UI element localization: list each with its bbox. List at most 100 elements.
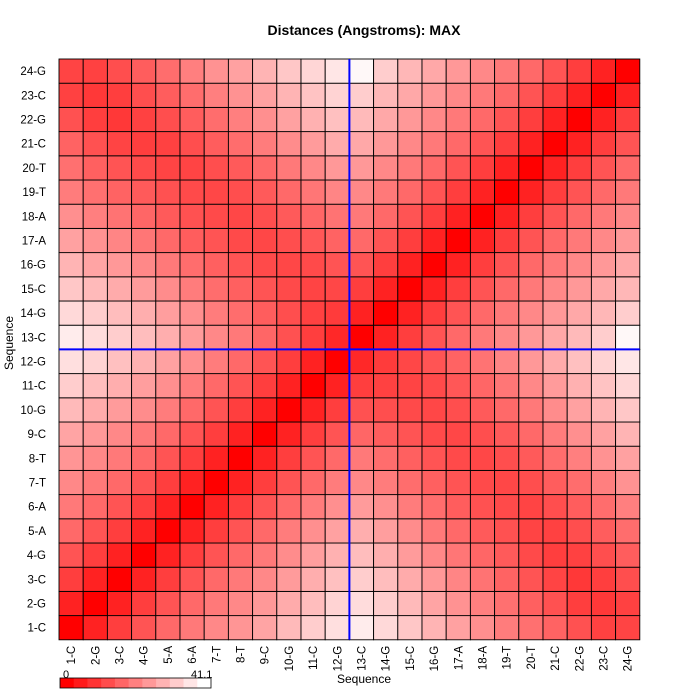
heatmap-cell <box>58 227 84 254</box>
heatmap-cell <box>131 397 157 423</box>
heatmap-cell <box>348 252 375 278</box>
heatmap-cell <box>348 348 375 375</box>
heatmap-cell <box>397 131 423 157</box>
heatmap-cell <box>252 227 278 254</box>
y-tick-label: 3-C <box>27 574 46 586</box>
heatmap-cell <box>566 566 592 592</box>
heatmap-cell <box>373 590 399 617</box>
heatmap-cell <box>131 324 157 350</box>
heatmap-cell <box>469 227 496 254</box>
heatmap-cell <box>566 421 592 447</box>
chart-title: Distances (Angstroms): MAX <box>268 22 462 38</box>
heatmap-cell <box>227 373 254 399</box>
heatmap-cell <box>82 397 108 423</box>
heatmap-cell <box>252 542 278 568</box>
heatmap-cell <box>227 58 254 84</box>
heatmap-cell <box>615 58 641 84</box>
heatmap-cell <box>542 82 568 108</box>
heatmap-cell <box>348 421 375 447</box>
heatmap-cell <box>542 566 568 592</box>
heatmap-cell <box>615 276 641 302</box>
heatmap-cell <box>421 348 447 375</box>
heatmap-cell <box>276 348 302 375</box>
heatmap-cell <box>58 469 84 496</box>
heatmap-cell <box>82 566 108 592</box>
heatmap-cell <box>469 324 496 350</box>
heatmap-cell <box>106 373 133 399</box>
heatmap-cell <box>518 348 544 375</box>
heatmap-cell <box>300 203 326 229</box>
heatmap-cell <box>324 566 350 592</box>
heatmap-cell <box>397 227 423 254</box>
heatmap-cell <box>227 445 254 471</box>
heatmap-cell <box>542 615 568 641</box>
heatmap-cell <box>518 300 544 326</box>
heatmap-cell <box>227 469 254 496</box>
heatmap-cell <box>324 445 350 471</box>
heatmap-cell <box>252 469 278 496</box>
heatmap-cell <box>106 421 133 447</box>
heatmap-cell <box>252 397 278 423</box>
heatmap-cell <box>227 131 254 157</box>
heatmap-cell <box>615 300 641 326</box>
heatmap-cells <box>58 58 641 641</box>
heatmap-cell <box>300 155 326 181</box>
heatmap-cell <box>300 421 326 447</box>
heatmap-cell <box>469 106 496 133</box>
y-tick-label: 17-A <box>22 236 47 248</box>
heatmap-cell <box>276 300 302 326</box>
y-tick-label: 10-G <box>20 405 46 417</box>
heatmap-cell <box>397 590 423 617</box>
heatmap-cell <box>373 106 399 133</box>
heatmap-cell <box>566 276 592 302</box>
heatmap-cell <box>106 179 133 205</box>
heatmap-cell <box>590 131 617 157</box>
heatmap-cell <box>252 566 278 592</box>
heatmap-cell <box>494 300 520 326</box>
heatmap-cell <box>469 155 496 181</box>
heatmap-cell <box>397 494 423 520</box>
heatmap-cell <box>227 518 254 544</box>
heatmap-cell <box>106 276 133 302</box>
heatmap-cell <box>82 542 108 568</box>
heatmap-cell <box>518 615 544 641</box>
heatmap-cell <box>58 276 84 302</box>
heatmap-cell <box>445 300 471 326</box>
heatmap-cell <box>276 518 302 544</box>
heatmap-cell <box>324 615 350 641</box>
heatmap-cell <box>566 155 592 181</box>
heatmap-cell <box>106 542 133 568</box>
heatmap-cell <box>179 348 205 375</box>
heatmap-cell <box>518 58 544 84</box>
heatmap-cell <box>518 276 544 302</box>
y-tick-label: 24-G <box>20 66 46 78</box>
heatmap-cell <box>566 179 592 205</box>
heatmap-cell <box>469 300 496 326</box>
heatmap-cell <box>227 590 254 617</box>
x-tick-label: 22-G <box>574 646 586 672</box>
heatmap-cell <box>276 179 302 205</box>
heatmap-cell <box>590 106 617 133</box>
heatmap-cell <box>518 106 544 133</box>
heatmap-cell <box>58 252 84 278</box>
colorbar-swatch <box>60 678 75 688</box>
x-tick-label: 11-C <box>308 646 320 670</box>
heatmap-cell <box>106 203 133 229</box>
heatmap-cell <box>300 82 326 108</box>
heatmap-cell <box>179 615 205 641</box>
heatmap-cell <box>324 348 350 375</box>
heatmap-cell <box>566 518 592 544</box>
heatmap-cell <box>106 324 133 350</box>
heatmap-cell <box>494 131 520 157</box>
heatmap-cell <box>300 615 326 641</box>
heatmap-cell <box>203 131 229 157</box>
heatmap-cell <box>58 300 84 326</box>
heatmap-cell <box>348 542 375 568</box>
heatmap-cell <box>179 590 205 617</box>
heatmap-cell <box>421 542 447 568</box>
heatmap-cell <box>518 542 544 568</box>
heatmap-cell <box>324 542 350 568</box>
heatmap-cell <box>324 373 350 399</box>
heatmap-cell <box>469 131 496 157</box>
heatmap-cell <box>348 590 375 617</box>
